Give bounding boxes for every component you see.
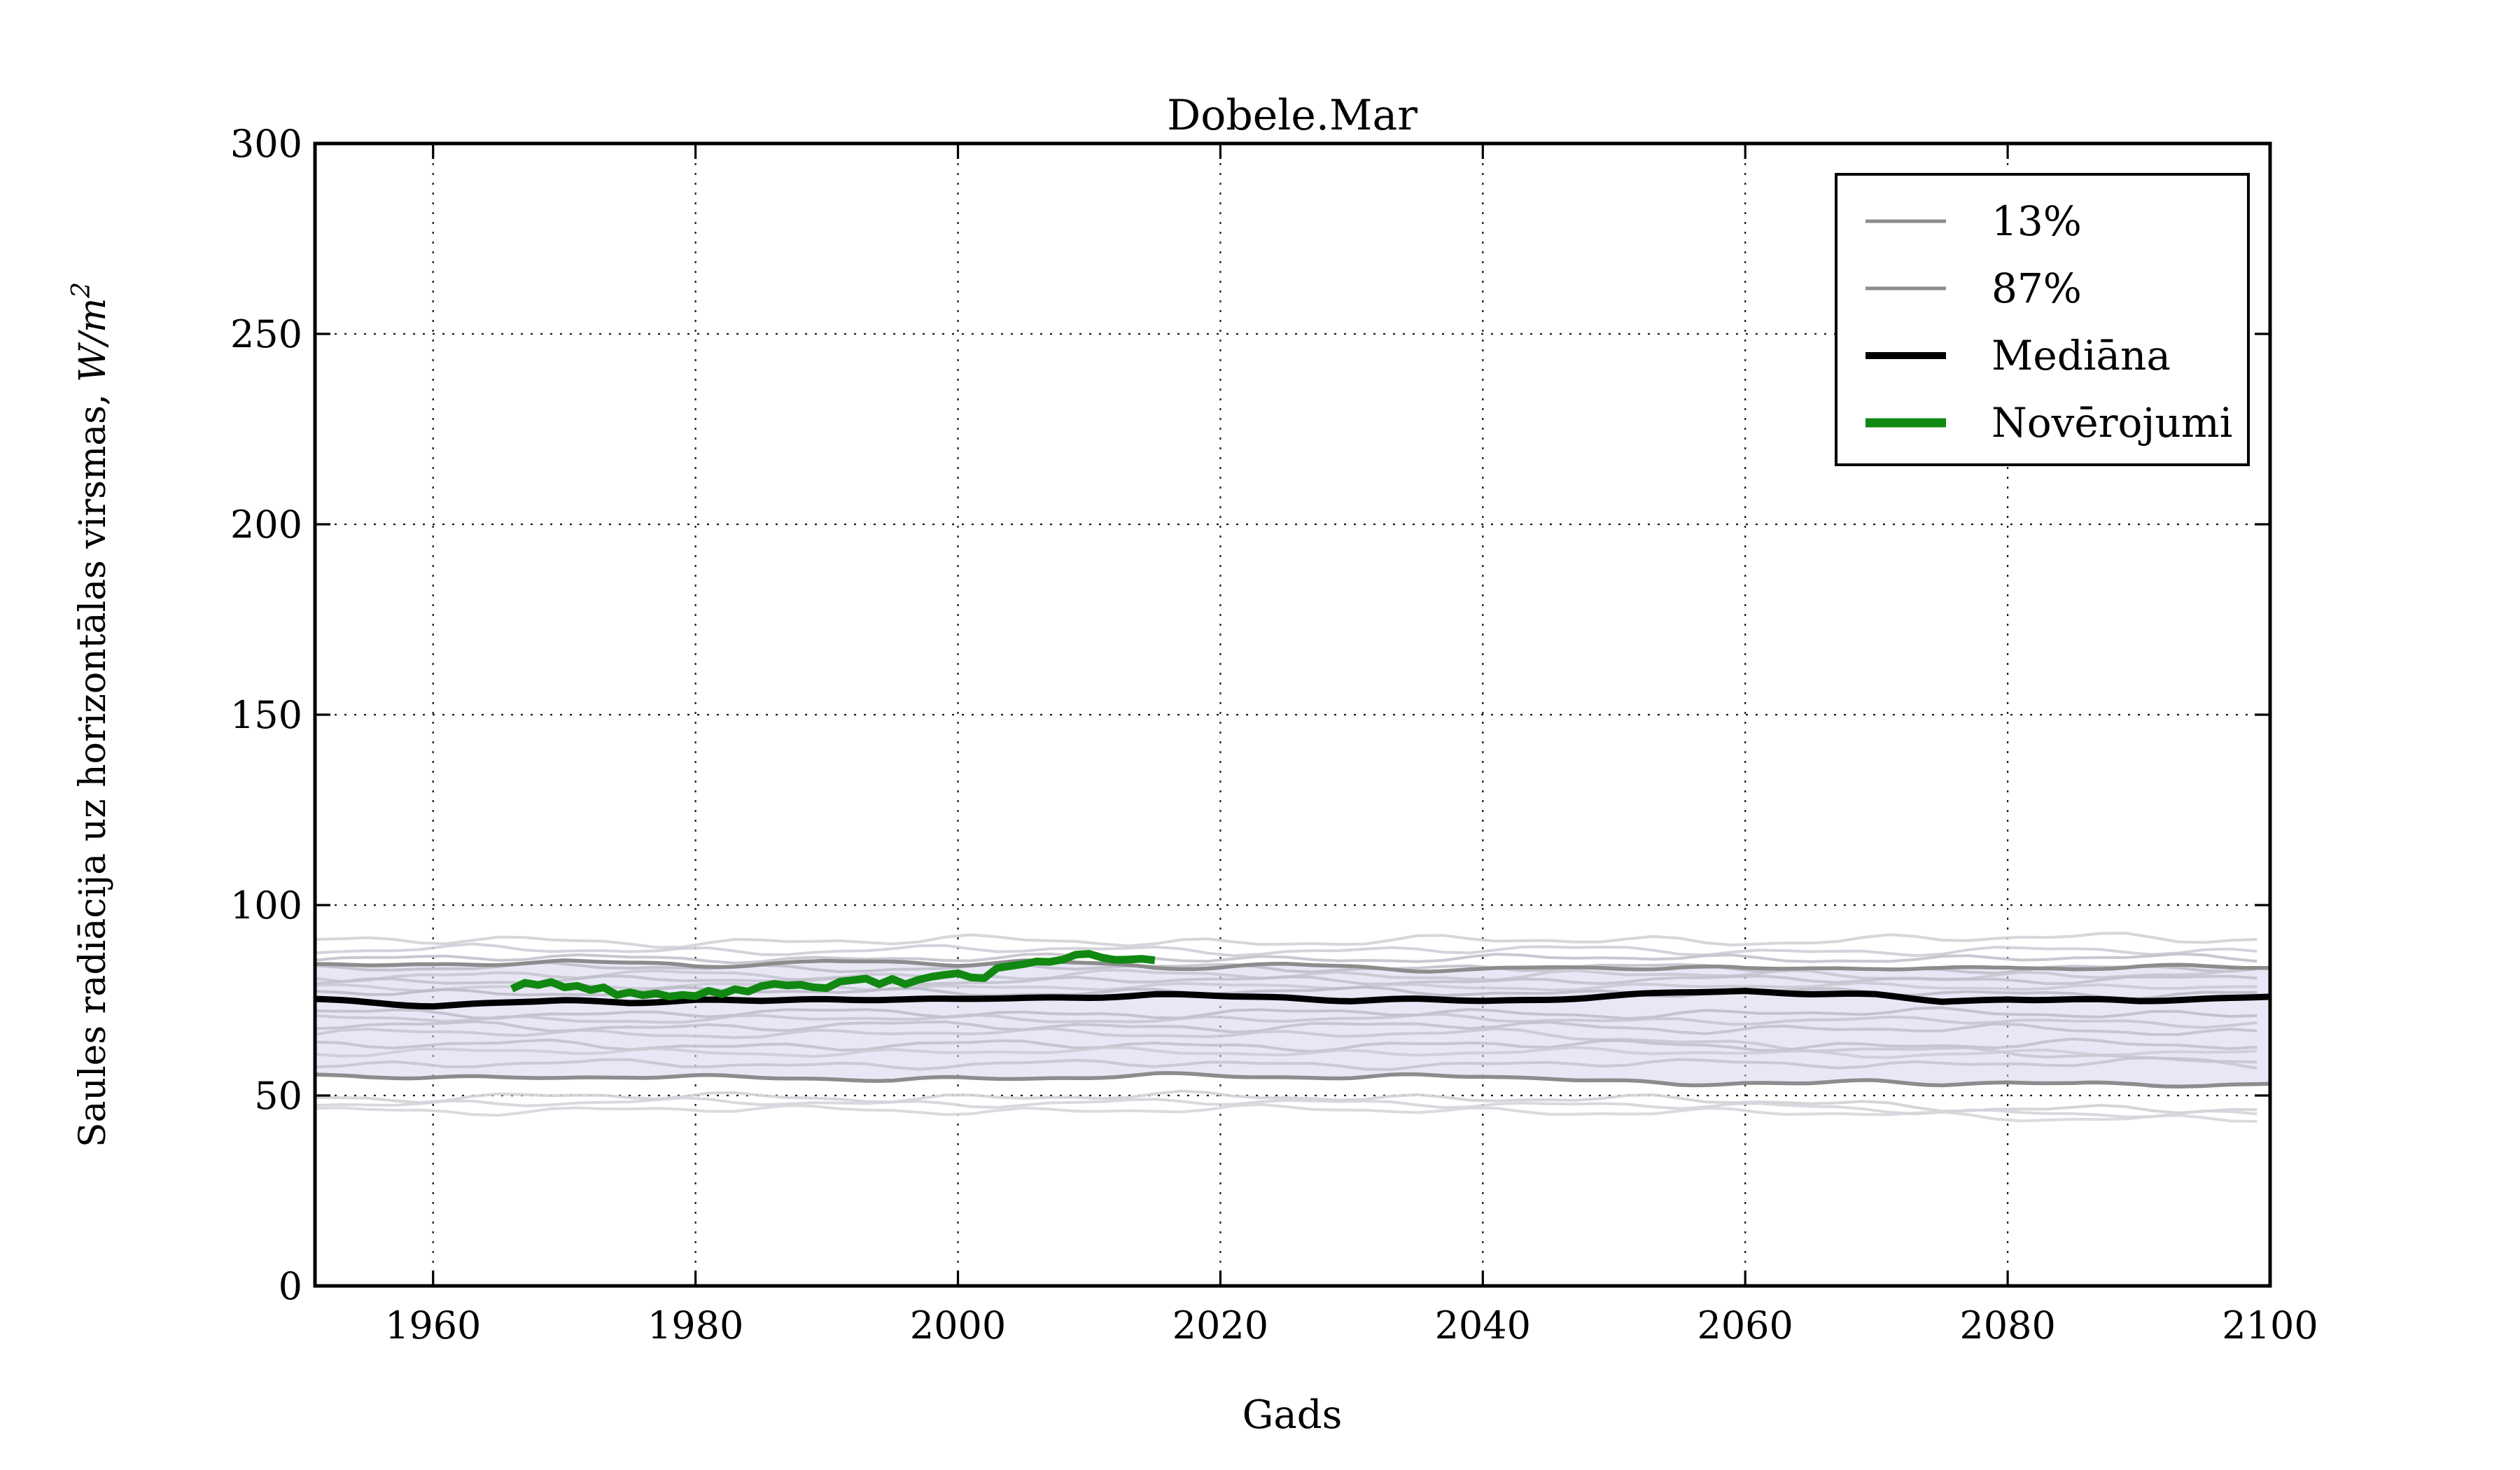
y-tick-label: 150 xyxy=(230,693,302,737)
ensemble-line xyxy=(314,1012,2258,1029)
ensemble-line xyxy=(314,1006,2258,1021)
y-axis-label-sup: 2 xyxy=(67,282,96,299)
x-tick-label: 1960 xyxy=(385,1303,481,1348)
legend-label-observations: Novērojumi xyxy=(1991,399,2232,447)
observations-line xyxy=(510,950,1156,1001)
legend: 13% 87% Mediāna Novērojumi xyxy=(1835,173,2250,466)
chart-title: Dobele.Mar xyxy=(1167,91,1418,140)
percentile-87-line xyxy=(314,958,2271,974)
legend-label-p13: 13% xyxy=(1991,197,2082,245)
ensemble-line xyxy=(314,1046,2258,1059)
ensemble-line xyxy=(314,932,2258,949)
legend-label-median: Mediāna xyxy=(1991,332,2171,379)
ensemble-line xyxy=(314,1020,2258,1036)
y-axis-label-unit: W/m xyxy=(72,298,114,382)
legend-label-p87: 87% xyxy=(1991,265,2082,312)
x-tick-label: 2000 xyxy=(910,1303,1006,1348)
y-tick-label: 50 xyxy=(254,1074,302,1118)
ensemble-line xyxy=(314,974,2258,986)
ensemble-line xyxy=(314,952,2258,965)
x-tick-label: 1980 xyxy=(648,1303,743,1348)
x-tick-label: 2080 xyxy=(1959,1303,2055,1348)
ensemble-line xyxy=(314,1027,2258,1070)
ensemble-line xyxy=(314,1089,2258,1114)
x-tick-label: 2020 xyxy=(1172,1303,1268,1348)
y-tick-label: 200 xyxy=(230,503,302,547)
ensemble-line xyxy=(314,942,2258,958)
median-line xyxy=(314,988,2271,1010)
x-axis-label: Gads xyxy=(1242,1392,1343,1438)
y-tick-label: 300 xyxy=(230,122,302,166)
y-axis-label-text: Saules radiācija uz horizontālas virsmas… xyxy=(72,382,114,1147)
y-axis-label: Saules radiācija uz horizontālas virsmas… xyxy=(67,282,114,1147)
x-tick-label: 2100 xyxy=(2222,1303,2318,1348)
plot-area: 1960 1980 2000 2020 2040 2060 2080 2100 0 50 100 15… xyxy=(230,122,2318,1348)
percentile-13-line xyxy=(314,1071,2271,1088)
ensemble-line xyxy=(314,1056,2258,1071)
y-tick-label: 100 xyxy=(230,883,302,927)
x-tick-label: 2040 xyxy=(1435,1303,1531,1348)
ensemble-line xyxy=(314,1102,2258,1123)
ensemble-line xyxy=(314,981,2258,993)
x-tick-label: 2060 xyxy=(1697,1303,1793,1348)
y-tick-label: 0 xyxy=(279,1264,302,1308)
y-tick-label: 250 xyxy=(230,312,302,356)
